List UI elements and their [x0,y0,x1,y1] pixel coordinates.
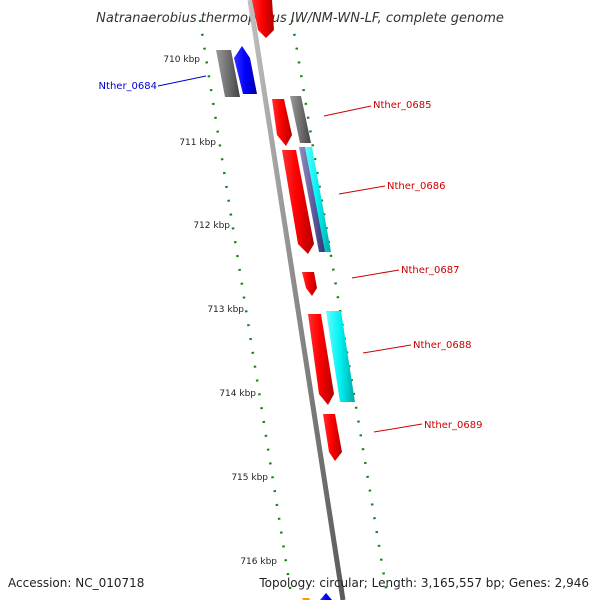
gene-block-gray-0685[interactable] [290,96,311,143]
topology-text: Topology: circular; Length: 3,165,557 bp… [258,576,589,590]
tick-label: 715 kbp [231,473,268,483]
gene-label-nther-0688[interactable]: Nther_0688 [362,340,471,354]
tick-label: 711 kbp [179,138,216,148]
tick-714: 714 kbp [219,389,256,399]
gene-label-nther-0685[interactable]: Nther_0685 [323,100,431,117]
tick-711: 711 kbp [179,138,216,148]
gene-arrow-nther-0685[interactable] [272,99,292,146]
gene-label-nther-0686[interactable]: Nther_0686 [338,181,445,195]
gene-block-cyan-0686[interactable] [305,147,331,252]
tick-712: 712 kbp [193,221,230,231]
map-title: Natranaerobius thermophilus JW/NM-WN-LF,… [96,11,504,26]
gene-block-cyan-0688[interactable] [326,311,355,402]
tick-label: 716 kbp [240,557,277,567]
tick-label: 713 kbp [207,305,244,315]
tick-710: 710 kbp [163,55,200,65]
accession-text: Accession: NC_010718 [8,576,144,590]
gene-label-nther-0684[interactable]: Nther_0684 [99,75,207,92]
gene-label-text: Nther_0686 [387,181,445,192]
gene-label-nther-0687[interactable]: Nther_0687 [351,265,459,279]
tick-715: 715 kbp [231,473,268,483]
tick-label: 714 kbp [219,389,256,399]
gene-label-text: Nther_0689 [424,420,482,431]
gene-block-slate-0686[interactable] [299,147,326,252]
gene-label-text: Nther_0687 [401,265,459,276]
gene-arrow-nther-0686[interactable] [282,150,314,254]
tick-716: 716 kbp [240,557,277,567]
gene-arrow-partial-top[interactable] [252,0,274,38]
gene-label-text: Nther_0685 [373,100,431,111]
tick-label: 712 kbp [193,221,230,231]
gene-arrow-partial-bottom-blue[interactable] [320,593,332,600]
gene-label-nther-0689[interactable]: Nther_0689 [373,420,482,433]
tick-label: 710 kbp [163,55,200,65]
gene-label-text: Nther_0684 [99,81,157,92]
genome-backbone [247,0,346,600]
gene-arrow-nther-0687[interactable] [302,272,317,296]
tick-713: 713 kbp [207,305,244,315]
gene-arrow-nther-0688[interactable] [308,314,334,405]
gene-label-text: Nther_0688 [413,340,471,351]
gene-arrow-nther-0684[interactable] [234,46,257,94]
gene-arrow-nther-0689[interactable] [323,414,342,461]
gene-block-gray[interactable] [216,50,240,97]
